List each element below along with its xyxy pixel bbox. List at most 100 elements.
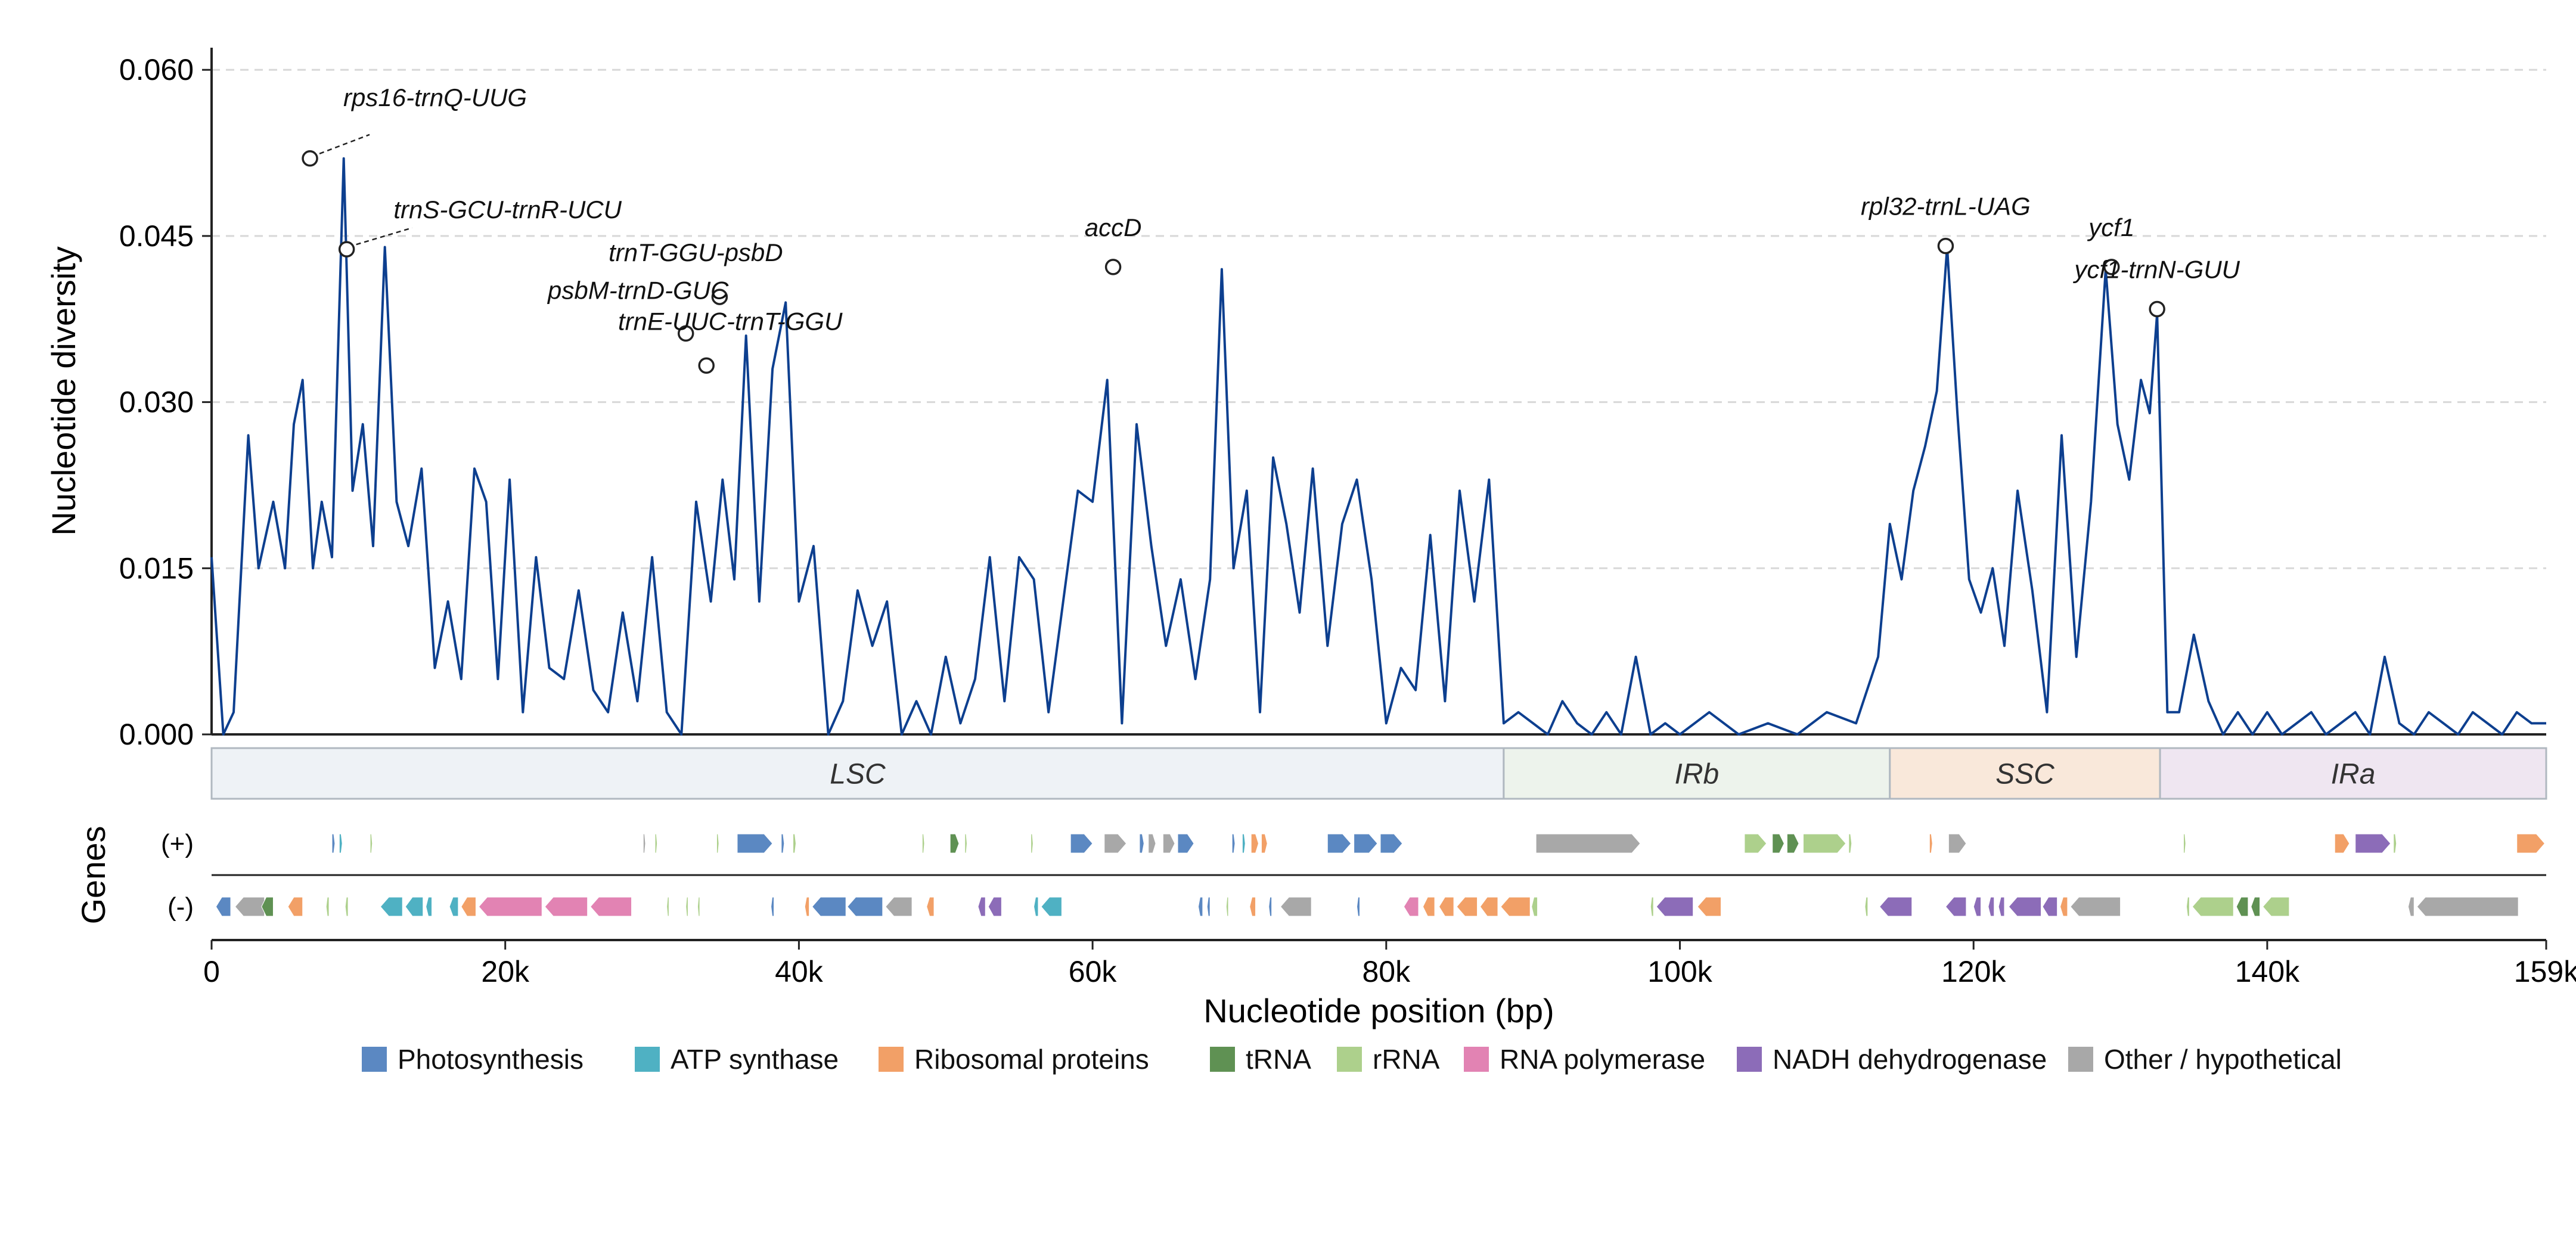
region-box: [2159, 747, 2547, 800]
gene-block: [654, 833, 658, 854]
x-axis-title: Nucleotide position (bp): [1203, 992, 1554, 1029]
gene-block: [643, 833, 646, 854]
gene-block: [405, 897, 424, 917]
diversity-series-line: [210, 157, 2546, 736]
legend-label: Ribosomal proteins: [914, 1044, 1149, 1075]
gene-block: [1802, 833, 1846, 854]
gene-block: [215, 897, 231, 917]
peak-marker: [1104, 259, 1122, 275]
gene-block: [666, 897, 669, 917]
strand-labels: (+) (-): [161, 829, 194, 922]
gene-block: [964, 833, 967, 854]
gene-block: [1242, 833, 1246, 854]
gene-block: [811, 897, 846, 917]
peak-label: ycf1-trnN-GUU: [2072, 256, 2240, 284]
grid-lines: [212, 69, 2546, 569]
legend-swatch: [879, 1047, 904, 1072]
region-box: [1889, 747, 2161, 800]
peak-label: rpl32-trnL-UAG: [1861, 193, 2031, 221]
gene-block: [1380, 833, 1403, 854]
gene-block: [1177, 833, 1194, 854]
legend-swatch: [2068, 1047, 2093, 1072]
x-tick-label: 0: [203, 955, 220, 988]
region-label: SSC: [1995, 759, 2054, 790]
gene-block: [847, 897, 883, 917]
gene-block: [1438, 897, 1454, 917]
peak-marker: [2149, 300, 2165, 318]
gene-block: [1033, 897, 1039, 917]
gene-block: [1327, 833, 1352, 854]
x-tick-label: 100k: [1647, 955, 1712, 988]
gene-block: [926, 897, 935, 917]
gene-block: [1231, 833, 1236, 854]
gene-block: [716, 833, 719, 854]
gene-block: [426, 897, 433, 917]
x-tick-label: 120k: [1941, 955, 2006, 988]
gene-block: [2251, 897, 2261, 917]
gene-block: [1479, 897, 1498, 917]
genome-regions: LSC IRb SSC IRa: [210, 747, 2547, 800]
legend-item: NADH dehydrogenase: [1737, 1044, 2047, 1075]
gene-block: [1948, 833, 1967, 854]
gene-block: [2334, 833, 2350, 854]
legend-item: rRNA: [1337, 1044, 1440, 1075]
peak-marker: [1937, 237, 1954, 255]
gene-block: [449, 897, 459, 917]
x-ticks: 0 20k 40k 60k 80k 100k 120k 140k 159k: [203, 940, 2576, 988]
gene-block: [478, 897, 542, 917]
region-label: IRa: [2331, 759, 2376, 790]
gene-block: [1070, 833, 1093, 854]
peak-marker: [698, 357, 715, 374]
gene-block: [685, 897, 688, 917]
gene-block: [1697, 897, 1721, 917]
legend-item: RNA polymerase: [1464, 1044, 1705, 1075]
gene-block: [921, 833, 925, 854]
gene-block: [2042, 897, 2058, 917]
gene-block: [589, 897, 632, 917]
peak-annotations: rps16-trnQ-UUG trnS-GCU-trnR-UCU trnT-GGU-…: [302, 83, 2240, 374]
series-layer: [210, 157, 2546, 736]
gene-block: [1225, 897, 1229, 917]
gene-block: [339, 833, 343, 854]
x-tick-label: 60k: [1069, 955, 1118, 988]
gene-block: [1354, 833, 1378, 854]
gene-block: [1104, 833, 1127, 854]
gene-block: [1535, 833, 1641, 854]
gene-block: [885, 897, 913, 917]
gene-block: [2407, 897, 2414, 917]
legend-label: Photosynthesis: [398, 1044, 584, 1075]
x-tick-label: 159k: [2514, 955, 2576, 988]
gene-block: [1357, 897, 1360, 917]
gene-block: [1139, 833, 1144, 854]
legend-swatch: [1210, 1047, 1235, 1072]
strand-label: (+): [161, 829, 194, 858]
gene-block: [1998, 897, 2005, 917]
y-tick-label: 0.000: [119, 718, 194, 751]
gene-block: [2416, 897, 2519, 917]
gene-block: [2060, 897, 2068, 917]
peak-label: rps16-trnQ-UUG: [343, 83, 527, 111]
legend-item: Ribosomal proteins: [879, 1044, 1149, 1075]
peak-marker: [338, 241, 355, 258]
gene-tracks: [215, 833, 2546, 917]
gene-block: [977, 897, 986, 917]
x-tick-label: 80k: [1363, 955, 1411, 988]
gene-block: [1031, 833, 1033, 854]
legend: Photosynthesis ATP synthase Ribosomal prot…: [362, 1044, 2342, 1075]
gene-block: [1500, 897, 1531, 917]
gene-block: [1250, 833, 1259, 854]
x-tick-label: 20k: [481, 955, 530, 988]
gene-block: [1973, 897, 1982, 917]
peak-label: trnT-GGU-psbD: [609, 238, 783, 266]
gene-block: [1403, 897, 1419, 917]
gene-block: [781, 833, 785, 854]
gene-block: [1422, 897, 1435, 917]
peak-marker: [2103, 259, 2120, 275]
gene-block: [1744, 833, 1767, 854]
genes-axis-title: Genes: [75, 826, 112, 925]
y-tick-label: 0.060: [119, 53, 194, 86]
legend-swatch: [1464, 1047, 1489, 1072]
legend-label: Other / hypothetical: [2104, 1044, 2342, 1075]
